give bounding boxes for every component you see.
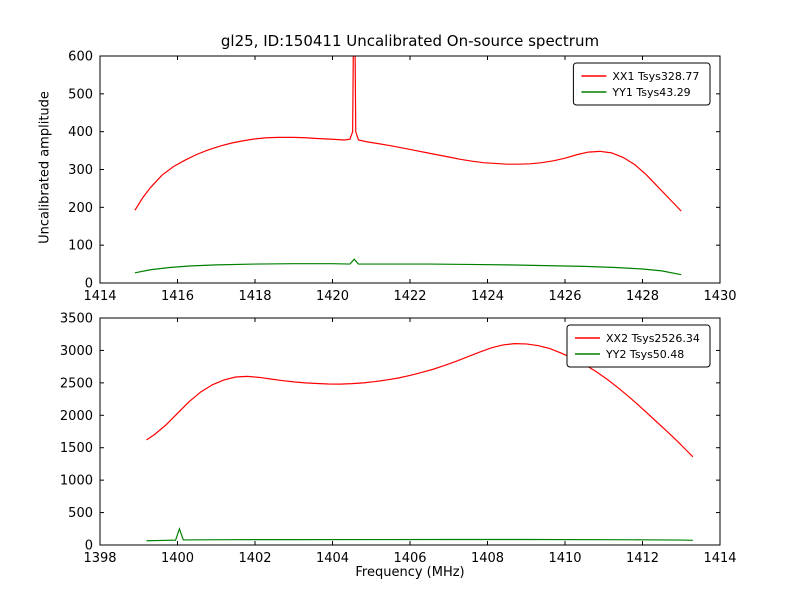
x-tick-label: 1408 (471, 551, 504, 566)
x-tick-label: 1402 (238, 551, 271, 566)
y-tick-label: 1500 (60, 441, 93, 456)
legend: XX2 Tsys2526.34 YY2 Tsys50.48 (566, 324, 711, 368)
x-tick-label: 1416 (161, 289, 194, 304)
y-tick-label: 2000 (60, 409, 93, 424)
series-line-xx1 (134, 56, 682, 212)
series-line-yy1 (134, 258, 682, 276)
x-tick-label: 1418 (238, 289, 271, 304)
y-tick-label: 500 (68, 506, 93, 521)
x-tick-label: 1426 (548, 289, 581, 304)
plot-lines (146, 343, 694, 542)
y-tick-label: 3000 (60, 344, 93, 359)
y-tick-label: 600 (68, 50, 93, 65)
y-tick-label: 1000 (60, 474, 93, 489)
chart-title: gl25, ID:150411 Uncalibrated On-source s… (220, 32, 600, 50)
legend-box (572, 62, 711, 106)
x-tick-label: 1414 (703, 551, 736, 566)
series-line-xx2 (146, 343, 694, 458)
y-tick-label: 0 (85, 539, 93, 554)
x-axis-label: Frequency (MHz) (355, 565, 465, 580)
x-tick-label: 1422 (393, 289, 426, 304)
x-tick-label: 1398 (83, 551, 116, 566)
x-tick-label: 1406 (393, 551, 426, 566)
legend-label: XX1 Tsys328.77 (612, 70, 699, 83)
legend-label: YY2 Tsys50.48 (605, 348, 684, 361)
y-tick-label: 300 (68, 163, 93, 178)
x-tick-label: 1430 (703, 289, 736, 304)
legend-box (566, 324, 711, 368)
x-tick-label: 1410 (548, 551, 581, 566)
legend: XX1 Tsys328.77 YY1 Tsys43.29 (572, 62, 711, 106)
axes-0: 1414 1416 1418 1420 1422 1424 1426 1428 1430 0 100… (68, 50, 736, 305)
y-tick-label: 2500 (60, 376, 93, 391)
y-tick-label: 0 (85, 277, 93, 292)
x-tick-label: 1404 (316, 551, 349, 566)
x-tick-label: 1414 (83, 289, 116, 304)
legend-label: XX2 Tsys2526.34 (606, 332, 700, 345)
legend-label: YY1 Tsys43.29 (611, 86, 690, 99)
y-tick-label: 200 (68, 201, 93, 216)
x-tick-label: 1424 (471, 289, 504, 304)
y-axis-label: Uncalibrated amplitude (37, 91, 53, 244)
y-tick-label: 100 (68, 239, 93, 254)
y-tick-label: 500 (68, 87, 93, 102)
x-tick-label: 1420 (316, 289, 349, 304)
x-tick-label: 1412 (626, 551, 659, 566)
plot-lines (134, 56, 682, 276)
axes-1: 1398 1400 1402 1404 1406 1408 1410 1412 1414 0 500… (60, 312, 737, 567)
x-tick-label: 1400 (161, 551, 194, 566)
y-tick-label: 3500 (60, 312, 93, 327)
y-tick-label: 400 (68, 125, 93, 140)
series-line-yy2 (146, 526, 693, 542)
x-tick-label: 1428 (626, 289, 659, 304)
